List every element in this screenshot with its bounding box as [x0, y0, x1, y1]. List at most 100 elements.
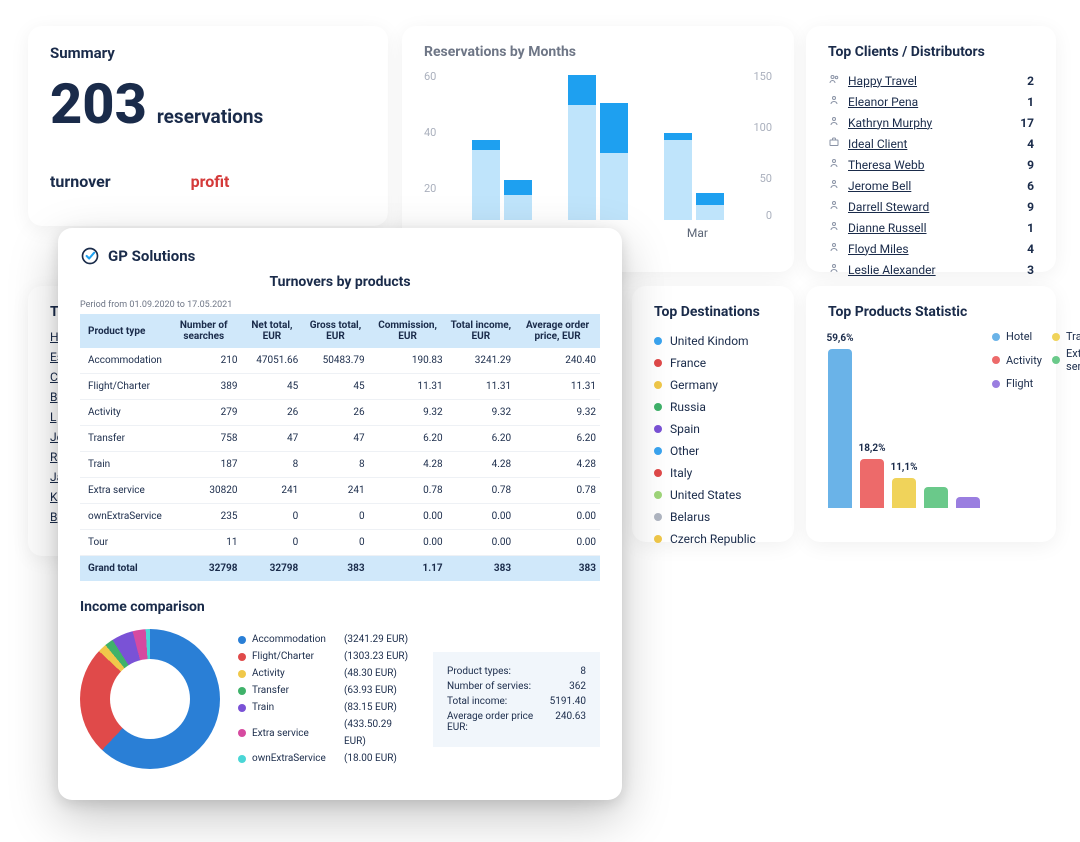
table-total-row: Grand total32798327983831.17383383	[80, 556, 600, 582]
bar-percent: 18,2%	[858, 443, 885, 454]
stat-row: Number of servies:362	[447, 679, 586, 694]
client-row[interactable]: Jerome Bell6	[828, 175, 1034, 196]
briefcase-icon	[828, 136, 840, 151]
client-row[interactable]: Dianne Russell1	[828, 217, 1034, 238]
client-name: Kathryn Murphy	[848, 116, 932, 130]
product-bar: 59,6%	[828, 349, 852, 508]
group-icon	[828, 73, 840, 88]
client-name: Leslie Alexander	[848, 263, 936, 277]
top-products-card: Top Products Statistic 59,6%18,2%11,1% H…	[806, 286, 1056, 542]
top-clients-card: Top Clients / Distributors Happy Travel 2…	[806, 26, 1056, 272]
table-row: Flight/Charter389454511.3111.3111.31	[80, 374, 600, 400]
table-row: Train187884.284.284.28	[80, 452, 600, 478]
income-donut-chart	[80, 629, 220, 769]
destination-item[interactable]: Russia	[654, 396, 772, 418]
table-header: Total income, EUR	[447, 314, 515, 348]
dot-icon	[992, 356, 1000, 364]
client-row[interactable]: Leslie Alexander 3	[828, 259, 1034, 280]
client-row[interactable]: Floyd Miles4	[828, 238, 1034, 259]
destination-item[interactable]: Belarus	[654, 506, 772, 528]
legend-item: Transfer	[1052, 330, 1080, 343]
bar	[568, 75, 596, 220]
dot-icon	[992, 333, 1000, 341]
client-count: 6	[1027, 179, 1034, 193]
table-row: Transfer75847476.206.206.20	[80, 426, 600, 452]
destination-name: Other	[670, 444, 699, 458]
dot-icon	[238, 729, 246, 737]
table-header: Commission, EUR	[369, 314, 447, 348]
bar	[600, 103, 628, 221]
client-count: 3	[1027, 263, 1034, 277]
top-destinations-title: Top Destinations	[654, 304, 772, 320]
client-row[interactable]: Theresa Webb9	[828, 154, 1034, 175]
destination-item[interactable]: Czerch Republic	[654, 528, 772, 550]
destination-item[interactable]: Spain	[654, 418, 772, 440]
brand: GP Solutions	[80, 246, 600, 266]
destination-name: United States	[670, 488, 741, 502]
dot-icon	[238, 704, 246, 712]
bar-percent: 11,1%	[890, 462, 917, 473]
destination-item[interactable]: United States	[654, 484, 772, 506]
table-header: Number of searches	[166, 314, 242, 348]
dot-icon	[654, 425, 662, 433]
client-count: 2	[1027, 74, 1034, 88]
dot-icon	[654, 513, 662, 521]
destination-name: Spain	[670, 422, 700, 436]
destination-name: Czerch Republic	[670, 532, 756, 546]
bar	[664, 133, 692, 221]
turnover-modal: GP Solutions Turnovers by products Perio…	[58, 228, 622, 800]
destination-item[interactable]: Germany	[654, 374, 772, 396]
income-legend-item: Accommodation(3241.29 EUR)	[238, 631, 415, 648]
bar	[472, 140, 500, 220]
product-bar	[956, 497, 980, 508]
dot-icon	[238, 653, 246, 661]
table-header: Gross total, EUR	[302, 314, 368, 348]
destination-item[interactable]: United Kindom	[654, 330, 772, 352]
client-row[interactable]: Ideal Client4	[828, 133, 1034, 154]
destination-name: Italy	[670, 466, 692, 480]
destination-item[interactable]: Other	[654, 440, 772, 462]
destination-name: France	[670, 356, 706, 370]
person-icon	[828, 157, 840, 172]
destination-name: Germany	[670, 378, 718, 392]
destination-name: Russia	[670, 400, 706, 414]
table-header: Product type	[80, 314, 166, 348]
client-count: 17	[1020, 116, 1034, 130]
dot-icon	[238, 636, 246, 644]
summary-count-label: reservations	[157, 105, 263, 128]
income-stats: Product types:8Number of servies:362Tota…	[433, 652, 600, 747]
client-row[interactable]: Happy Travel 2	[828, 70, 1034, 91]
income-legend-item: ownExtraService(18.00 EUR)	[238, 750, 415, 767]
destination-item[interactable]: Italy	[654, 462, 772, 484]
client-count: 9	[1027, 200, 1034, 214]
destination-item[interactable]: France	[654, 352, 772, 374]
client-row[interactable]: Eleanor Pena1	[828, 91, 1034, 112]
dot-icon	[654, 469, 662, 477]
table-row: Accommodation21047051.6650483.79190.8332…	[80, 348, 600, 374]
table-header: Net total, EUR	[242, 314, 303, 348]
top-clients-title: Top Clients / Distributors	[828, 44, 1034, 60]
table-header: Average order price, EUR	[515, 314, 600, 348]
client-count: 1	[1027, 221, 1034, 235]
client-row[interactable]: Kathryn Murphy 17	[828, 112, 1034, 133]
dot-icon	[654, 403, 662, 411]
destination-name: United Kindom	[670, 334, 749, 348]
income-legend-item: Transfer(63.93 EUR)	[238, 682, 415, 699]
top-destinations-card: Top Destinations United Kindom France Germ…	[632, 286, 794, 542]
brand-logo-icon	[80, 246, 100, 266]
client-count: 9	[1027, 158, 1034, 172]
turnover-label: turnover	[50, 172, 111, 191]
table-row: Activity27926269.329.329.32	[80, 400, 600, 426]
dot-icon	[238, 755, 246, 763]
dot-icon	[992, 380, 1000, 388]
dot-icon	[654, 535, 662, 543]
product-bar: 18,2%	[860, 459, 884, 508]
client-name: Happy Travel	[848, 74, 917, 88]
dot-icon	[654, 359, 662, 367]
summary-title: Summary	[50, 44, 366, 62]
table-row: ownExtraService235000.000.000.00	[80, 504, 600, 530]
client-row[interactable]: Darrell Steward9	[828, 196, 1034, 217]
client-name: Eleanor Pena	[848, 95, 918, 109]
legend-item: Hotel	[992, 330, 1042, 343]
stat-row: Average order price EUR:240.63	[447, 709, 586, 735]
